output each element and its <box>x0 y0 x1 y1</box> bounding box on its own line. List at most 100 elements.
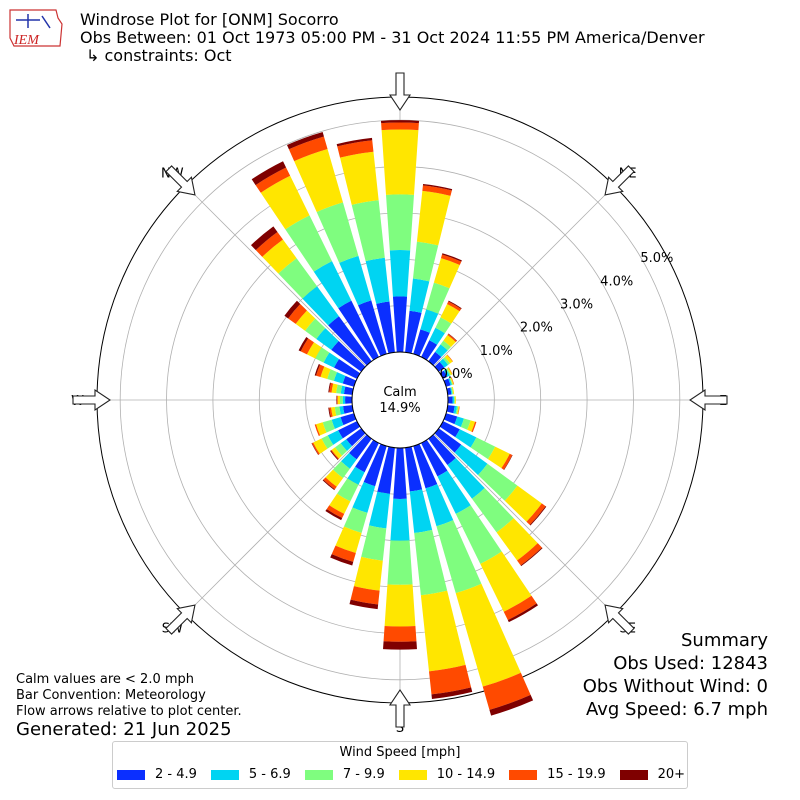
legend-swatch <box>304 769 333 780</box>
bar-segment-270deg-bin4 <box>336 395 338 405</box>
bar-segment-230deg-bin5 <box>330 450 339 460</box>
bar-segment-150deg-bin3 <box>480 551 532 612</box>
bar-segment-220deg-bin0 <box>349 434 372 460</box>
legend-item: 7 - 9.9 <box>304 767 385 782</box>
calm-value: 14.9% <box>379 401 420 416</box>
bar-segment-340deg-bin4 <box>288 136 328 162</box>
bar-segment-240deg-bin3 <box>313 438 328 454</box>
bar-segment-100deg-bin0 <box>446 405 455 414</box>
bar-segment-190deg-bin4 <box>350 586 380 605</box>
bar-segment-30deg-bin1 <box>429 327 445 345</box>
bar-segment-90deg-bin1 <box>452 396 455 404</box>
bar-segment-250deg-bin0 <box>340 413 357 426</box>
bar-segment-130deg-bin0 <box>434 428 462 453</box>
bar-segment-240deg-bin0 <box>338 421 361 439</box>
bar-segment-130deg-bin2 <box>478 463 518 501</box>
bar-segment-270deg-bin2 <box>339 395 343 405</box>
bar-segment-350deg-bin3 <box>340 151 379 205</box>
chart-constraints: ↳ constraints: Oct <box>86 46 232 65</box>
bar-segment-50deg-bin3 <box>444 354 453 364</box>
bar-segment-120deg-bin0 <box>439 421 460 438</box>
bar-segment-90deg-bin2 <box>453 396 455 404</box>
bar-segment-300deg-bin4 <box>300 338 314 355</box>
bar-segment-300deg-bin1 <box>323 352 339 368</box>
bar-segment-260deg-bin2 <box>334 406 341 416</box>
bar-segment-50deg-bin2 <box>442 357 451 365</box>
grid-spoke <box>185 185 367 367</box>
bar-segment-70deg-bin4 <box>451 377 455 385</box>
iem-logo: IEM <box>9 9 63 48</box>
bar-segment-30deg-bin2 <box>435 317 452 334</box>
bar-segment-310deg-bin4 <box>288 304 307 324</box>
bar-segment-280deg-bin4 <box>329 382 334 393</box>
legend-item: 5 - 6.9 <box>210 767 291 782</box>
bar-segment-330deg-bin4 <box>255 167 291 193</box>
summary-avg-speed: Avg Speed: 6.7 mph <box>586 699 768 720</box>
bar-segment-160deg-bin0 <box>413 443 438 489</box>
calm-label: Calm <box>383 385 416 400</box>
bar-segment-190deg-bin5 <box>349 599 379 610</box>
bar-segment-210deg-bin3 <box>329 493 351 514</box>
bar-segment-350deg-bin0 <box>376 301 395 354</box>
bar-segment-250deg-bin2 <box>322 419 335 433</box>
bar-segment-30deg-bin4 <box>447 301 462 312</box>
bar-segment-340deg-bin2 <box>316 202 359 263</box>
bar-segment-180deg-bin0 <box>393 447 407 499</box>
bar-convention-note: Bar Convention: Meteorology <box>16 688 206 703</box>
bar-segment-140deg-bin5 <box>520 547 543 567</box>
bar-segment-270deg-bin3 <box>337 395 341 405</box>
bar-segment-160deg-bin2 <box>436 520 482 594</box>
bar-segment-10deg-bin5 <box>422 184 453 191</box>
bar-segment-190deg-bin2 <box>361 525 387 561</box>
bar-segment-90deg-bin0 <box>447 396 453 404</box>
bar-segment-10deg-bin2 <box>412 241 439 282</box>
bar-segment-60deg-bin4 <box>448 367 453 375</box>
bar-segment-130deg-bin5 <box>529 506 547 526</box>
windrose-bars <box>250 120 547 716</box>
bar-segment-340deg-bin1 <box>339 255 372 306</box>
bar-segment-40deg-bin0 <box>428 351 442 366</box>
bar-segment-20deg-bin0 <box>413 329 430 357</box>
bar-segment-310deg-bin0 <box>331 340 366 372</box>
bar-segment-300deg-bin3 <box>306 342 322 359</box>
bar-segment-230deg-bin3 <box>331 447 343 459</box>
bar-segment-310deg-bin2 <box>305 318 326 339</box>
legend-items: 2 - 4.9 5 - 6.9 7 - 9.9 10 - 14.9 15 - 19.9 2… <box>117 767 685 782</box>
bar-segment-330deg-bin3 <box>260 175 310 230</box>
bar-segment-120deg-bin3 <box>487 446 510 469</box>
bar-segment-230deg-bin2 <box>334 443 348 456</box>
bar-segment-200deg-bin4 <box>331 545 356 562</box>
bar-segment-200deg-bin2 <box>343 507 368 533</box>
legend-label: 2 - 4.9 <box>155 767 197 782</box>
bar-segment-70deg-bin1 <box>448 378 452 386</box>
legend-label: 5 - 6.9 <box>248 767 291 782</box>
bar-segment-110deg-bin4 <box>471 421 477 433</box>
summary-obs-without-wind: Obs Without Wind: 0 <box>582 676 768 697</box>
bar-segment-40deg-bin4 <box>447 333 457 343</box>
bar-segment-170deg-bin5 <box>431 687 473 699</box>
bar-segment-330deg-bin2 <box>285 215 332 272</box>
bar-segment-30deg-bin3 <box>440 304 460 324</box>
bar-segment-70deg-bin3 <box>450 377 454 385</box>
flow-arrow-icon <box>72 388 111 412</box>
calm-note: Calm values are < 2.0 mph <box>16 672 195 687</box>
bar-segment-330deg-bin5 <box>251 161 287 186</box>
flow-arrow-icon <box>165 165 196 196</box>
bar-segment-160deg-bin3 <box>455 583 521 687</box>
bar-segment-230deg-bin0 <box>346 428 366 447</box>
radial-tick-labels: 0.0% 1.0% 2.0% 3.0% 4.0% 5.0% <box>440 251 674 382</box>
bar-segment-200deg-bin3 <box>335 526 362 554</box>
bar-segment-40deg-bin1 <box>435 344 448 358</box>
bar-segment-180deg-bin2 <box>387 540 413 585</box>
bar-segment-250deg-bin1 <box>331 417 344 429</box>
legend-item: 20+ <box>619 767 685 782</box>
bar-segment-280deg-bin3 <box>331 383 338 394</box>
bar-segment-200deg-bin0 <box>363 443 387 487</box>
bar-segment-300deg-bin5 <box>298 337 309 352</box>
flow-arrow-icon <box>388 689 412 728</box>
bar-segment-290deg-bin0 <box>342 375 357 387</box>
bar-segment-270deg-bin5 <box>336 395 337 405</box>
bar-segment-190deg-bin0 <box>377 446 395 494</box>
legend-swatch <box>509 769 538 780</box>
flow-arrow-icon <box>165 604 196 635</box>
